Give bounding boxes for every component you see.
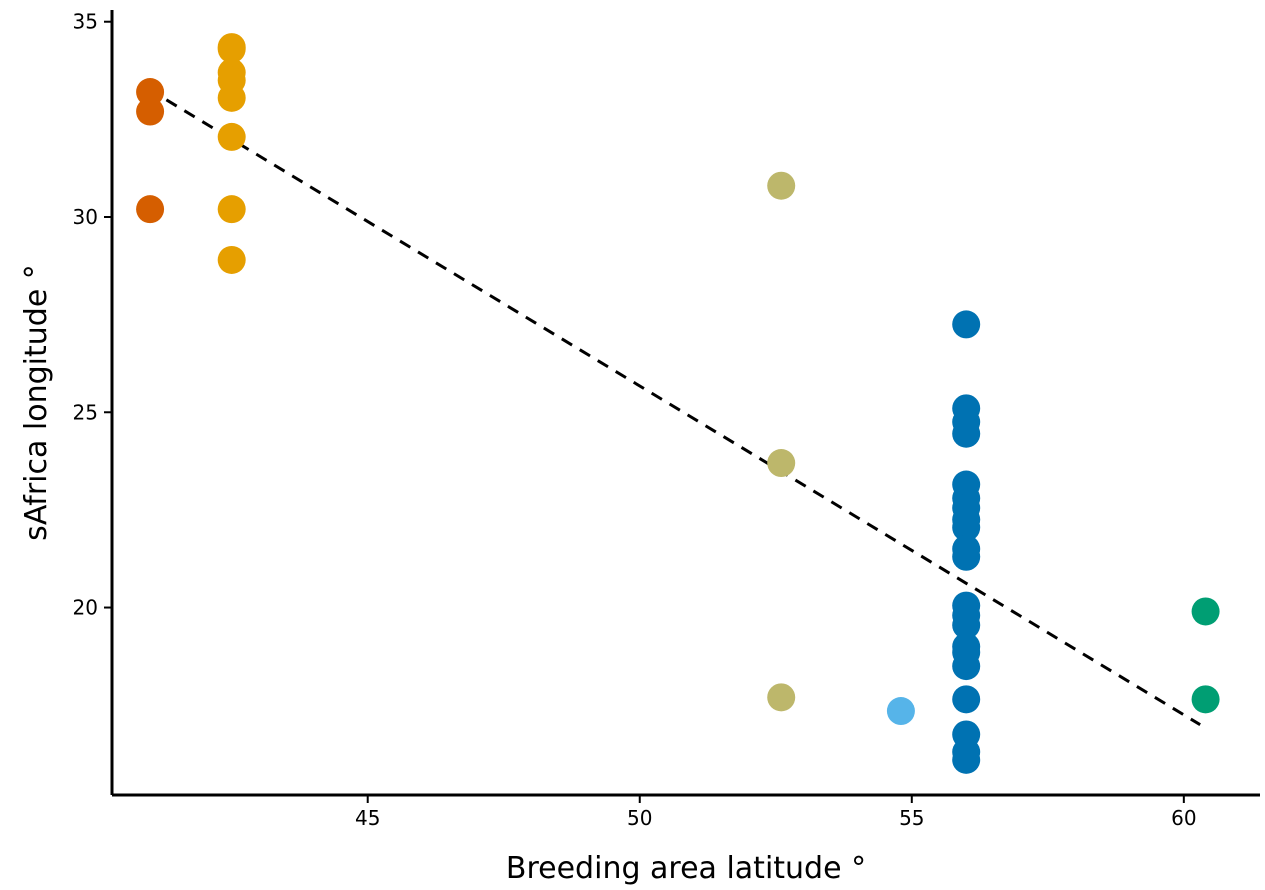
x-axis-ticks: 45 50 55 60	[355, 795, 1197, 830]
trend-line	[165, 98, 1201, 726]
data-point	[952, 685, 981, 714]
data-point	[886, 697, 915, 726]
data-point	[136, 97, 165, 126]
data-point	[217, 245, 246, 274]
data-point	[217, 122, 246, 151]
data-point	[217, 83, 246, 112]
y-tick-label: 35	[73, 10, 98, 34]
y-axis-ticks: 20 25 30 35	[73, 10, 112, 620]
data-point	[767, 449, 796, 478]
data-point	[952, 745, 981, 774]
data-point	[217, 195, 246, 224]
x-tick-label: 45	[355, 806, 380, 830]
data-point	[1191, 597, 1220, 626]
data-point	[1191, 685, 1220, 714]
data-point	[952, 542, 981, 571]
x-tick-label: 60	[1171, 806, 1196, 830]
data-point	[952, 310, 981, 339]
x-tick-label: 55	[899, 806, 924, 830]
y-axis-title: sAfrica longitude °	[19, 264, 54, 541]
y-tick-label: 30	[73, 205, 98, 229]
axes	[110, 10, 1260, 797]
x-axis-title: Breeding area latitude °	[506, 851, 866, 886]
y-tick-label: 20	[73, 596, 98, 620]
data-point	[767, 683, 796, 712]
data-point	[952, 513, 981, 542]
data-point	[217, 35, 246, 64]
data-points	[136, 33, 1220, 774]
data-point	[952, 611, 981, 640]
data-point	[952, 652, 981, 681]
data-point	[767, 171, 796, 200]
data-point	[136, 195, 165, 224]
x-tick-label: 50	[627, 806, 652, 830]
data-point	[136, 78, 165, 107]
data-point	[952, 419, 981, 448]
y-tick-label: 25	[73, 400, 98, 424]
